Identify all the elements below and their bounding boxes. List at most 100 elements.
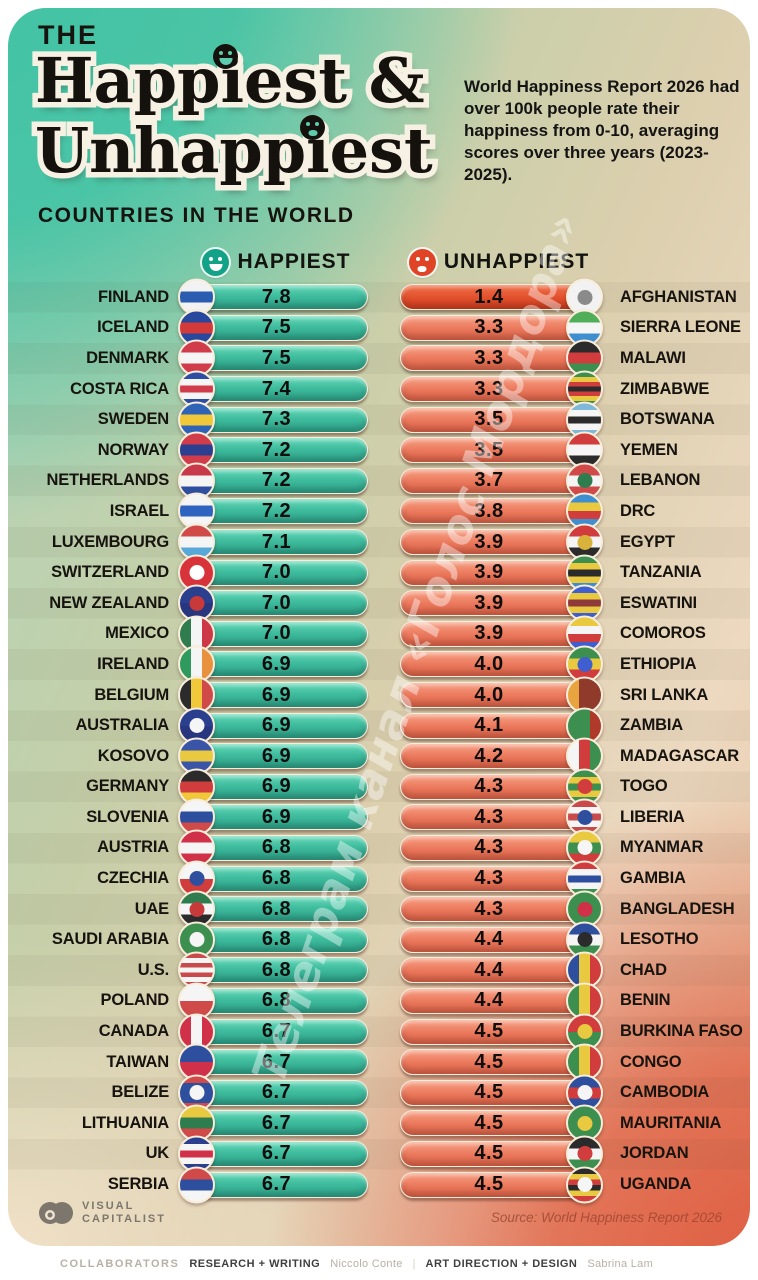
table-row: SLOVENIA 6.9 4.3 LIBERIA <box>8 798 750 836</box>
happy-score-value: 6.7 <box>261 1020 292 1043</box>
happy-score-value: 7.8 <box>261 285 292 308</box>
unhappy-score-bar: 3.3 <box>400 309 603 347</box>
unhappy-score-value: 4.5 <box>474 1081 504 1104</box>
unhappy-score-value: 4.3 <box>474 805 504 828</box>
unhappy-score-bar: 4.3 <box>400 829 603 867</box>
happy-score-value: 6.8 <box>261 836 292 859</box>
happy-country-label: TAIWAN <box>106 1052 169 1071</box>
happy-score-bar: 6.7 <box>178 1104 368 1142</box>
intro-description: World Happiness Report 2026 had over 100… <box>464 77 740 184</box>
happy-score-value: 7.2 <box>261 438 292 461</box>
unhappy-score-bar: 4.5 <box>400 1166 603 1204</box>
happy-score-value: 6.7 <box>261 1111 292 1134</box>
happiest-column-label: HAPPIEST <box>237 250 351 273</box>
unhappy-score-value: 3.3 <box>474 346 504 369</box>
unhappy-country-label: MADAGASCAR <box>620 746 739 765</box>
unhappy-country-label: EGYPT <box>620 532 675 551</box>
table-row: KOSOVO 6.9 4.2 MADAGASCAR <box>8 737 750 775</box>
table-row: AUSTRALIA 6.9 4.1 ZAMBIA <box>8 707 750 745</box>
happy-score-bar: 6.8 <box>178 890 368 928</box>
unhappy-score-bar: 4.3 <box>400 860 603 898</box>
unhappy-score-bar: 4.0 <box>400 676 603 714</box>
table-row: SAUDI ARABIA 6.8 4.4 LESOTHO <box>8 921 750 959</box>
table-row: CANADA 6.7 4.5 BURKINA FASO <box>8 1013 750 1051</box>
happy-country-flag-icon <box>178 1074 215 1112</box>
happy-country-label: ICELAND <box>97 318 169 337</box>
unhappy-country-label: MALAWI <box>620 348 686 367</box>
happy-score-value: 6.8 <box>261 989 292 1012</box>
happy-score-bar: 6.9 <box>178 676 368 714</box>
unhappy-score-value: 3.5 <box>474 408 504 431</box>
source-note: Source: World Happiness Report 2026 <box>490 1210 722 1225</box>
happy-score-bar: 6.9 <box>178 707 368 745</box>
column-headers: HAPPIEST UNHAPPIEST <box>8 246 750 278</box>
happy-score-value: 7.0 <box>261 591 292 614</box>
happy-country-label: GERMANY <box>86 777 169 796</box>
happy-country-label: MEXICO <box>105 624 169 643</box>
happy-country-label: U.S. <box>137 960 169 979</box>
unhappy-score-bar: 3.8 <box>400 492 603 530</box>
unhappy-country-label: AFGHANISTAN <box>620 287 737 306</box>
happy-score-value: 6.8 <box>261 958 292 981</box>
happy-country-label: UAE <box>134 899 169 918</box>
table-row: GERMANY 6.9 4.3 TOGO <box>8 768 750 806</box>
unhappy-country-label: BENIN <box>620 991 671 1010</box>
unhappy-country-label: BANGLADESH <box>620 899 735 918</box>
title-line-2: Unhappiest Unhappiest <box>30 114 439 187</box>
unhappy-score-bar: 4.3 <box>400 890 603 928</box>
unhappy-country-label: JORDAN <box>620 1144 689 1163</box>
unhappy-country-label: GAMBIA <box>620 869 686 888</box>
table-row: CZECHIA 6.8 4.3 GAMBIA <box>8 860 750 898</box>
happy-score-value: 7.3 <box>261 408 292 431</box>
research-writing-name: Niccolo Conte <box>330 1257 403 1270</box>
unhappy-country-flag-icon <box>566 982 603 1020</box>
page-subtitle: COUNTRIES IN THE WORLD <box>38 204 355 227</box>
happy-score-value: 7.2 <box>261 499 292 522</box>
visual-capitalist-wordmark: VISUAL CAPITALIST <box>82 1200 166 1225</box>
happy-country-label: AUSTRALIA <box>75 716 169 735</box>
unhappy-country-label: CAMBODIA <box>620 1083 710 1102</box>
table-row: ICELAND 7.5 3.3 SIERRA LEONE <box>8 309 750 347</box>
happy-score-bar: 7.2 <box>178 462 368 500</box>
happy-score-bar: 7.5 <box>178 339 368 377</box>
unhappy-score-value: 3.5 <box>474 438 504 461</box>
unhappy-country-label: TOGO <box>620 777 668 796</box>
happy-score-value: 6.7 <box>261 1081 292 1104</box>
happy-country-label: NEW ZEALAND <box>49 593 169 612</box>
unhappy-score-bar: 4.4 <box>400 921 603 959</box>
happy-country-label: BELGIUM <box>94 685 169 704</box>
art-direction-label: ART DIRECTION + DESIGN <box>425 1257 578 1270</box>
unhappy-score-value: 4.4 <box>474 989 504 1012</box>
table-row: UK 6.7 4.5 JORDAN <box>8 1135 750 1173</box>
unhappy-country-flag-icon <box>566 1166 603 1204</box>
happy-score-bar: 6.9 <box>178 768 368 806</box>
happy-score-value: 6.9 <box>261 805 292 828</box>
unhappy-country-label: MYANMAR <box>620 838 704 857</box>
unhappy-country-label: LESOTHO <box>620 930 699 949</box>
table-row: NETHERLANDS 7.2 3.7 LEBANON <box>8 462 750 500</box>
research-writing-label: RESEARCH + WRITING <box>189 1257 321 1270</box>
art-direction-name: Sabrina Lam <box>587 1257 654 1270</box>
table-row: FINLAND 7.8 1.4 AFGHANISTAN <box>8 278 750 316</box>
unhappy-score-bar: 3.5 <box>400 431 603 469</box>
table-row: NORWAY 7.2 3.5 YEMEN <box>8 431 750 469</box>
table-row: SERBIA 6.7 4.5 UGANDA <box>8 1166 750 1204</box>
unhappy-score-value: 1.4 <box>474 285 504 308</box>
unhappy-score-bar: 3.9 <box>400 615 603 653</box>
title-line-2-outline: Unhappiest <box>30 114 439 187</box>
happy-score-bar: 6.7 <box>178 1166 368 1204</box>
happy-face-icon <box>213 44 238 69</box>
happy-score-value: 6.7 <box>261 1173 292 1196</box>
happy-score-bar: 6.8 <box>178 951 368 989</box>
happy-score-value: 6.9 <box>261 775 292 798</box>
happy-score-bar: 6.9 <box>178 645 368 683</box>
happy-country-label: ISRAEL <box>109 501 170 520</box>
unhappy-score-value: 4.3 <box>474 836 504 859</box>
collaborators-bar: COLLABORATORS RESEARCH + WRITING Niccolo… <box>0 1247 758 1280</box>
happy-score-bar: 7.0 <box>178 584 368 622</box>
unhappy-score-value: 3.8 <box>474 499 504 522</box>
happy-country-label: SWITZERLAND <box>51 563 169 582</box>
happy-score-value: 6.9 <box>261 714 292 737</box>
visual-capitalist-logo-mark <box>39 1202 73 1224</box>
happy-score-value: 7.2 <box>261 469 292 492</box>
